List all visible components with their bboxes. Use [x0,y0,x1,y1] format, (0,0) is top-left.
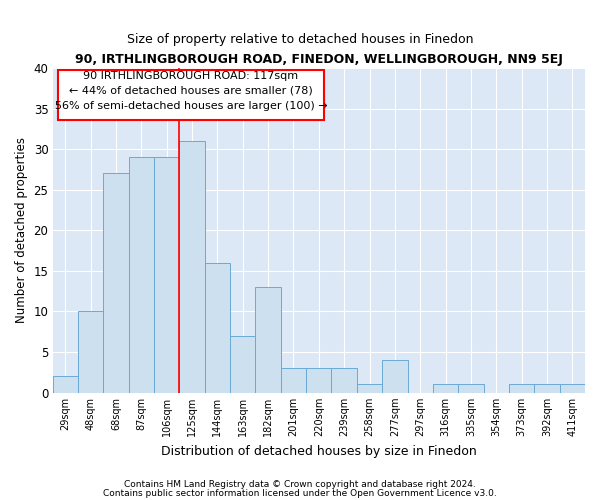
Y-axis label: Number of detached properties: Number of detached properties [15,138,28,324]
Bar [78,312,103,392]
Bar [357,384,382,392]
Bar [382,360,407,392]
Bar [433,384,458,392]
Text: Contains public sector information licensed under the Open Government Licence v3: Contains public sector information licen… [103,489,497,498]
Bar [306,368,331,392]
Text: ← 44% of detached houses are smaller (78): ← 44% of detached houses are smaller (78… [69,86,313,96]
Bar [128,158,154,392]
X-axis label: Distribution of detached houses by size in Finedon: Distribution of detached houses by size … [161,444,476,458]
Bar [331,368,357,392]
Bar [256,287,281,393]
Bar [205,262,230,392]
Bar [281,368,306,392]
Bar [53,376,78,392]
Bar [534,384,560,392]
Bar [103,174,128,392]
Bar [179,141,205,393]
Text: Contains HM Land Registry data © Crown copyright and database right 2024.: Contains HM Land Registry data © Crown c… [124,480,476,489]
Bar [560,384,585,392]
Bar [154,158,179,392]
Bar [230,336,256,392]
Bar [509,384,534,392]
Title: 90, IRTHLINGBOROUGH ROAD, FINEDON, WELLINGBOROUGH, NN9 5EJ: 90, IRTHLINGBOROUGH ROAD, FINEDON, WELLI… [75,52,563,66]
FancyBboxPatch shape [58,70,324,120]
Text: 56% of semi-detached houses are larger (100) →: 56% of semi-detached houses are larger (… [55,101,328,111]
Text: 90 IRTHLINGBOROUGH ROAD: 117sqm: 90 IRTHLINGBOROUGH ROAD: 117sqm [83,72,299,82]
Text: Size of property relative to detached houses in Finedon: Size of property relative to detached ho… [127,32,473,46]
Bar [458,384,484,392]
